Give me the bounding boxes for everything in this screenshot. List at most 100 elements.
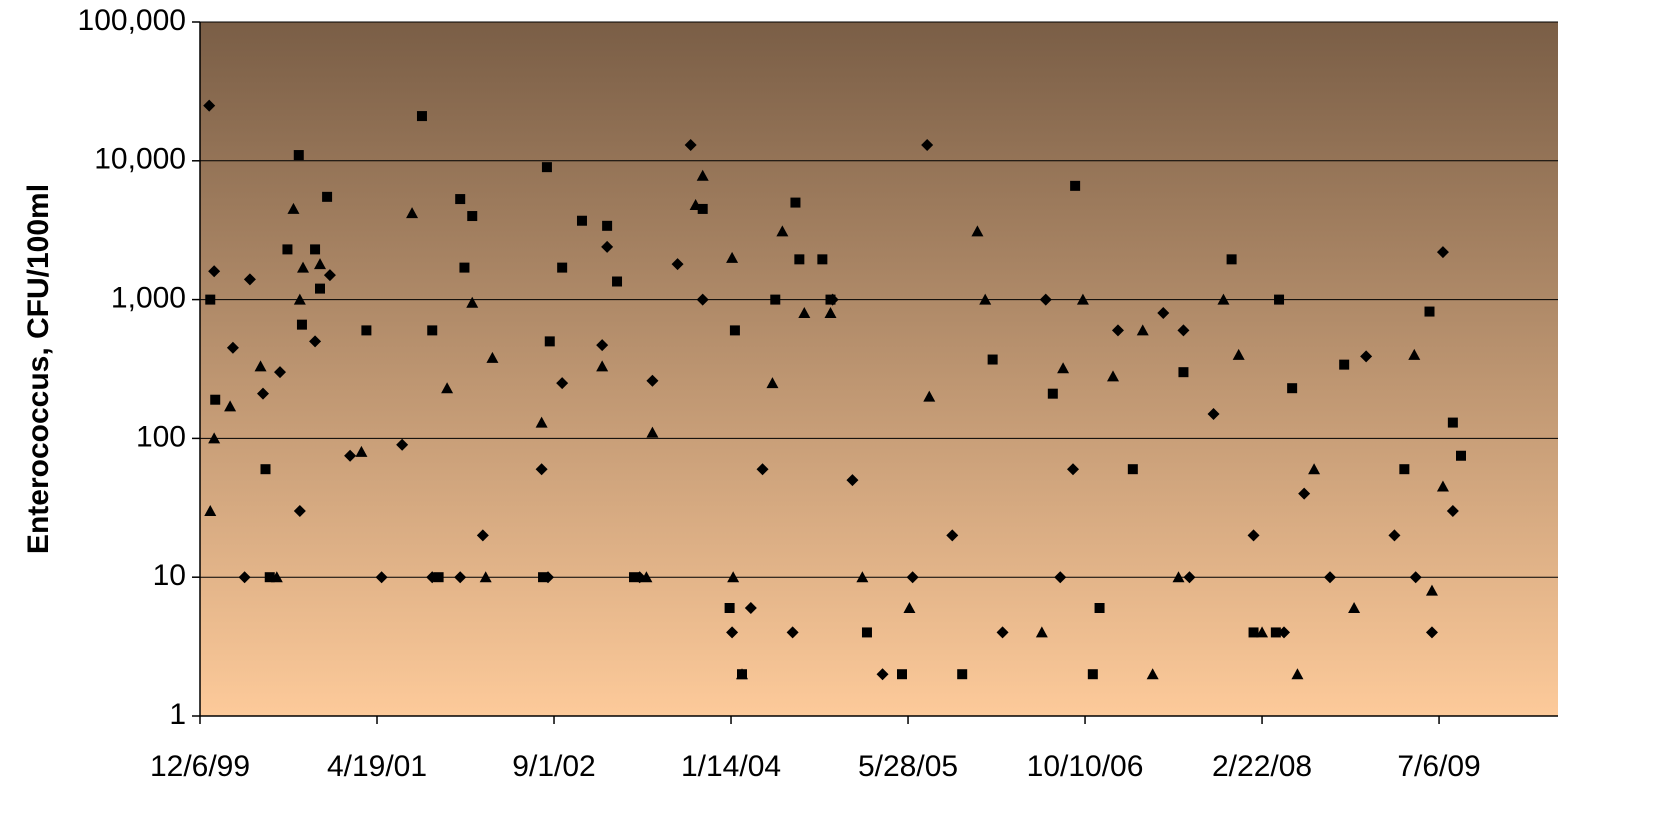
point bbox=[770, 294, 781, 305]
point bbox=[210, 394, 221, 405]
y-tick-label: 1 bbox=[169, 698, 186, 731]
point bbox=[293, 504, 306, 517]
point bbox=[897, 669, 908, 680]
point bbox=[689, 199, 702, 211]
point bbox=[459, 262, 470, 273]
point bbox=[538, 572, 549, 583]
point bbox=[1177, 324, 1190, 337]
point bbox=[1247, 529, 1260, 542]
point bbox=[1456, 450, 1466, 461]
point bbox=[293, 293, 306, 305]
point bbox=[971, 225, 984, 237]
point bbox=[766, 377, 779, 389]
point bbox=[640, 571, 653, 583]
point bbox=[375, 571, 388, 584]
point bbox=[1226, 254, 1237, 265]
point bbox=[257, 387, 270, 400]
point bbox=[479, 571, 492, 583]
point bbox=[293, 150, 304, 161]
point bbox=[979, 293, 992, 305]
point bbox=[1425, 626, 1438, 639]
point bbox=[1039, 293, 1052, 306]
point bbox=[205, 294, 216, 305]
point bbox=[946, 529, 959, 542]
point bbox=[1274, 294, 1285, 305]
point bbox=[243, 273, 256, 286]
point bbox=[794, 254, 805, 265]
point bbox=[646, 374, 659, 387]
point bbox=[861, 627, 872, 638]
point bbox=[1076, 293, 1089, 305]
point bbox=[1277, 626, 1290, 639]
point bbox=[282, 244, 293, 255]
point bbox=[1399, 464, 1410, 475]
x-tick-label: 10/10/06 bbox=[1027, 750, 1144, 783]
point bbox=[1111, 324, 1124, 337]
point bbox=[1298, 487, 1311, 500]
point bbox=[1127, 464, 1138, 475]
point bbox=[1217, 293, 1230, 305]
point bbox=[735, 668, 748, 680]
point bbox=[856, 571, 869, 583]
point bbox=[596, 339, 609, 352]
point bbox=[1256, 626, 1269, 638]
point bbox=[1172, 571, 1185, 583]
point bbox=[287, 202, 300, 214]
point bbox=[923, 390, 936, 402]
point bbox=[1146, 668, 1159, 680]
point bbox=[296, 319, 307, 330]
point bbox=[476, 529, 489, 542]
point bbox=[1157, 307, 1170, 320]
point bbox=[1183, 571, 1196, 584]
point bbox=[629, 572, 640, 583]
point bbox=[1339, 359, 1350, 370]
point bbox=[254, 360, 267, 372]
point bbox=[612, 276, 623, 287]
x-tick-label: 5/28/05 bbox=[858, 750, 958, 783]
point bbox=[817, 254, 828, 265]
point bbox=[204, 504, 217, 516]
y-tick-label: 10,000 bbox=[94, 143, 186, 176]
point bbox=[1436, 246, 1449, 259]
point bbox=[208, 265, 221, 278]
point bbox=[1308, 463, 1321, 475]
point bbox=[323, 269, 336, 282]
x-tick-label: 7/6/09 bbox=[1397, 750, 1480, 783]
point bbox=[602, 220, 613, 231]
point bbox=[1409, 571, 1422, 584]
point bbox=[1057, 362, 1070, 374]
point bbox=[361, 325, 372, 336]
point bbox=[957, 669, 968, 680]
y-tick-label: 100,000 bbox=[78, 4, 186, 37]
plot-area bbox=[200, 22, 1558, 716]
point bbox=[1035, 626, 1048, 638]
point bbox=[1324, 571, 1337, 584]
point bbox=[1436, 480, 1449, 492]
point bbox=[1248, 627, 1259, 638]
point bbox=[433, 572, 444, 583]
point bbox=[260, 464, 271, 475]
point bbox=[1408, 348, 1421, 360]
point bbox=[441, 382, 454, 394]
point bbox=[270, 571, 283, 583]
point bbox=[208, 432, 221, 444]
point bbox=[696, 169, 709, 181]
point bbox=[238, 571, 251, 584]
point bbox=[486, 351, 499, 363]
point bbox=[1388, 529, 1401, 542]
point bbox=[1094, 602, 1105, 613]
point bbox=[824, 307, 837, 319]
point bbox=[729, 325, 740, 336]
point bbox=[727, 571, 740, 583]
point bbox=[646, 426, 659, 438]
point bbox=[825, 294, 836, 305]
point bbox=[203, 99, 216, 112]
point bbox=[541, 162, 552, 173]
point bbox=[906, 571, 919, 584]
point bbox=[790, 197, 801, 208]
point bbox=[921, 138, 934, 151]
point bbox=[1446, 504, 1459, 517]
point bbox=[1348, 601, 1361, 613]
point bbox=[1087, 669, 1098, 680]
